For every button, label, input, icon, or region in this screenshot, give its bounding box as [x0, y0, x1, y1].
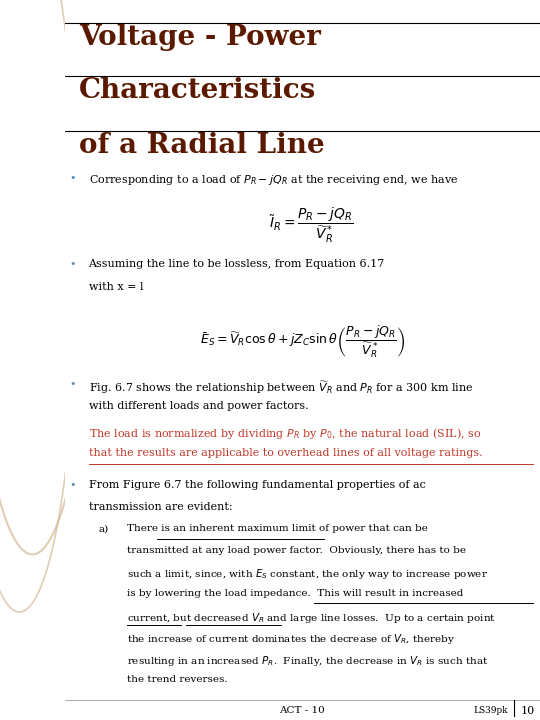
- Text: LS39pk: LS39pk: [474, 706, 508, 714]
- Text: •: •: [70, 379, 76, 390]
- Text: the trend reverses.: the trend reverses.: [126, 675, 227, 684]
- Text: current, but decreased $V_R$ and large line losses.  Up to a certain point: current, but decreased $V_R$ and large l…: [126, 611, 496, 624]
- Text: There is an inherent maximum limit of power that can be: There is an inherent maximum limit of po…: [126, 524, 428, 533]
- Text: resulting in an increased $P_R$.  Finally, the decrease in $V_R$ is such that: resulting in an increased $P_R$. Finally…: [126, 654, 488, 667]
- Text: $\widetilde{I}_R = \dfrac{P_R - jQ_R}{\widetilde{V}_R^*}$: $\widetilde{I}_R = \dfrac{P_R - jQ_R}{\w…: [269, 205, 354, 245]
- Text: transmitted at any load power factor.  Obviously, there has to be: transmitted at any load power factor. Ob…: [126, 546, 465, 554]
- Text: ACT - 10: ACT - 10: [280, 706, 325, 714]
- Text: $\bar{E}_S = \widetilde{V}_R \cos\theta + jZ_C \sin\theta \left(\dfrac{P_R - jQ_: $\bar{E}_S = \widetilde{V}_R \cos\theta …: [200, 324, 405, 361]
- Text: From Figure 6.7 the following fundamental properties of ac: From Figure 6.7 the following fundamenta…: [89, 480, 426, 490]
- Text: 10: 10: [521, 706, 535, 716]
- Text: •: •: [70, 173, 76, 183]
- Text: of a Radial Line: of a Radial Line: [79, 132, 325, 160]
- Text: is by lowering the load impedance.  This will result in increased: is by lowering the load impedance. This …: [126, 589, 463, 598]
- Text: transmission are evident:: transmission are evident:: [89, 502, 232, 512]
- Text: the increase of current dominates the decrease of $V_R$, thereby: the increase of current dominates the de…: [126, 632, 455, 646]
- Text: Assuming the line to be lossless, from Equation 6.17: Assuming the line to be lossless, from E…: [89, 259, 385, 269]
- Text: that the results are applicable to overhead lines of all voltage ratings.: that the results are applicable to overh…: [89, 448, 482, 458]
- Text: •: •: [70, 259, 76, 269]
- Text: Corresponding to a load of $P_R - jQ_R$ at the receiving end, we have: Corresponding to a load of $P_R - jQ_R$ …: [89, 173, 458, 186]
- Text: Fig. 6.7 shows the relationship between $\widetilde{V}_R$ and $P_R$ for a 300 km: Fig. 6.7 shows the relationship between …: [89, 379, 473, 396]
- Text: with x = l: with x = l: [89, 282, 143, 292]
- Text: with different loads and power factors.: with different loads and power factors.: [89, 401, 308, 411]
- Text: The load is normalized by dividing $P_R$ by $P_{0}$, the natural load (SIL), so: The load is normalized by dividing $P_R$…: [89, 426, 481, 441]
- Text: •: •: [70, 480, 76, 490]
- Text: such a limit, since, with $E_S$ constant, the only way to increase power: such a limit, since, with $E_S$ constant…: [126, 567, 488, 581]
- Text: Voltage - Power: Voltage - Power: [79, 24, 321, 52]
- Text: Characteristics: Characteristics: [79, 77, 316, 104]
- Text: a): a): [98, 524, 109, 533]
